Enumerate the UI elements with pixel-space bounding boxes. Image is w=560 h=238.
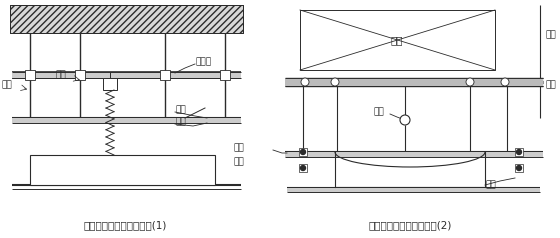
Bar <box>285 152 543 157</box>
Text: 风管: 风管 <box>391 35 403 45</box>
Text: 吊卡: 吊卡 <box>485 180 496 189</box>
Bar <box>515 164 523 172</box>
Text: 吊杆: 吊杆 <box>373 108 384 116</box>
Circle shape <box>501 78 509 86</box>
Bar <box>12 72 241 78</box>
Bar <box>12 118 241 123</box>
Bar <box>299 164 307 172</box>
Circle shape <box>301 78 309 86</box>
Circle shape <box>516 165 521 170</box>
Circle shape <box>331 78 339 86</box>
Bar <box>220 70 230 80</box>
Text: 吊顶: 吊顶 <box>175 118 186 127</box>
Text: 龙骨: 龙骨 <box>175 105 186 114</box>
Bar <box>299 148 307 156</box>
Bar <box>287 188 540 192</box>
Bar <box>25 70 35 80</box>
Text: 吊顶: 吊顶 <box>233 158 244 167</box>
Bar <box>285 78 543 86</box>
Bar <box>300 10 495 70</box>
Text: 荧光灯在吊顶上安装方法(2): 荧光灯在吊顶上安装方法(2) <box>368 220 452 230</box>
Text: 吊杆: 吊杆 <box>545 30 556 40</box>
Bar <box>160 70 170 80</box>
Bar <box>515 148 523 156</box>
Bar <box>103 78 117 90</box>
Circle shape <box>301 149 306 154</box>
Circle shape <box>400 115 410 125</box>
Circle shape <box>466 78 474 86</box>
Text: 电线管: 电线管 <box>195 58 211 66</box>
Text: 荧光灯在吊顶上安装方法(1): 荧光灯在吊顶上安装方法(1) <box>83 220 167 230</box>
Bar <box>30 155 215 185</box>
Text: 角钢: 角钢 <box>545 80 556 89</box>
Text: 龙骨: 龙骨 <box>233 144 244 153</box>
Circle shape <box>301 165 306 170</box>
Text: 吊杆: 吊杆 <box>55 70 66 79</box>
Bar <box>10 5 243 33</box>
Text: 吊杆: 吊杆 <box>2 80 13 89</box>
Circle shape <box>516 149 521 154</box>
Bar <box>75 70 85 80</box>
